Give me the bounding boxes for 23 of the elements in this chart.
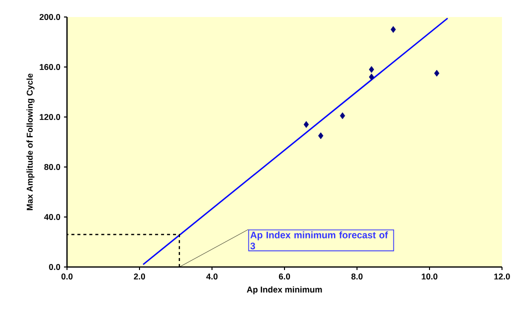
point [304,121,309,128]
x-tick-label: 6.0 [278,274,290,280]
y-tick-label: 40.0 [44,214,60,220]
x-tick-label: 10.0 [422,274,438,280]
x-tick-label: 2.0 [134,274,146,280]
point [368,66,374,73]
annotation: Ap Index minimum forecast of 3 [250,231,388,250]
point [340,112,346,120]
point [368,74,374,80]
y-axis-title: Max Amplitude of Following Cycle [26,74,34,210]
y-tick-label: 160.0 [40,64,60,70]
point [390,26,396,33]
point [434,70,440,77]
x-tick-label: 0.0 [61,274,73,280]
x-tick-label: 8.0 [351,274,363,280]
x-tick-label: 4.0 [206,274,218,280]
y-tick-label: 0.0 [49,264,60,270]
point [318,132,324,140]
x-tick-label: 12.0 [494,274,510,280]
y-tick-label: 80.0 [44,164,60,170]
y-tick-label: 120.0 [40,114,60,120]
x-axis-title: Ap Index minimum [246,286,322,294]
y-tick-label: 200.0 [40,14,60,20]
